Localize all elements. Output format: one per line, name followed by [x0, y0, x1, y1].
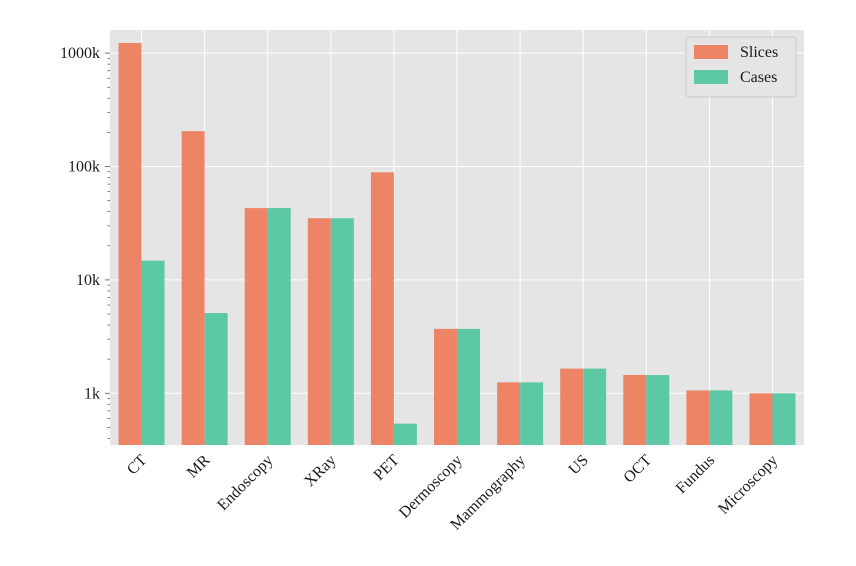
bar-slices-pet [370, 172, 394, 445]
bar-cases-oct [646, 375, 670, 445]
bar-cases-endoscopy [267, 208, 291, 445]
legend-swatch-cases [694, 70, 728, 84]
bar-cases-pet [393, 423, 417, 445]
legend: Slices Cases [685, 36, 797, 98]
bar-slices-endoscopy [244, 208, 268, 445]
bar-cases-mammography [520, 382, 544, 445]
bar-slices-ct [118, 42, 142, 445]
bar-slices-us [560, 368, 584, 445]
bar-slices-mr [181, 131, 205, 445]
y-tick-label: 100k [68, 159, 100, 176]
bar-slices-fundus [686, 390, 710, 445]
legend-label-cases: Cases [740, 69, 777, 86]
bar-cases-us [583, 368, 607, 445]
bar-cases-xray [330, 218, 354, 445]
bar-slices-dermoscopy [434, 328, 457, 445]
bar-slices-mammography [497, 382, 521, 445]
y-minor-ticks [105, 52, 110, 439]
bar-cases-mr [204, 313, 228, 445]
x-tick-label: XRay [301, 452, 339, 490]
x-tick-label: Fundus [673, 452, 718, 497]
y-tick-label: 1k [84, 385, 100, 402]
x-tick-label: Endoscopy [214, 452, 276, 514]
x-tick-label: CT [124, 452, 151, 479]
legend-label-slices: Slices [740, 44, 778, 61]
bar-slices-microscopy [749, 393, 773, 445]
bar-cases-dermoscopy [457, 328, 480, 445]
legend-swatch-slices [694, 45, 728, 59]
x-tick-label: PET [371, 452, 403, 484]
x-tick-label: Dermoscopy [396, 452, 466, 522]
bars [118, 42, 796, 445]
x-tick-label: MR [184, 452, 214, 482]
grid-lines [110, 30, 804, 445]
x-tick-label: US [566, 452, 592, 478]
bar-cases-microscopy [772, 393, 796, 445]
y-axis-tick-labels: 1k 10k 100k 1000k [60, 45, 100, 402]
x-tick-label: OCT [620, 452, 655, 487]
bar-cases-ct [141, 260, 165, 445]
x-tick-label: Microscopy [715, 452, 781, 518]
y-tick-label: 1000k [60, 45, 100, 62]
bar-slices-oct [623, 375, 647, 445]
bar-slices-xray [307, 218, 331, 445]
bar-cases-fundus [709, 390, 733, 445]
y-tick-label: 10k [76, 272, 100, 289]
x-axis-tick-labels: CT MR Endoscopy XRay PETDermoscopyMammograph… [124, 452, 781, 534]
